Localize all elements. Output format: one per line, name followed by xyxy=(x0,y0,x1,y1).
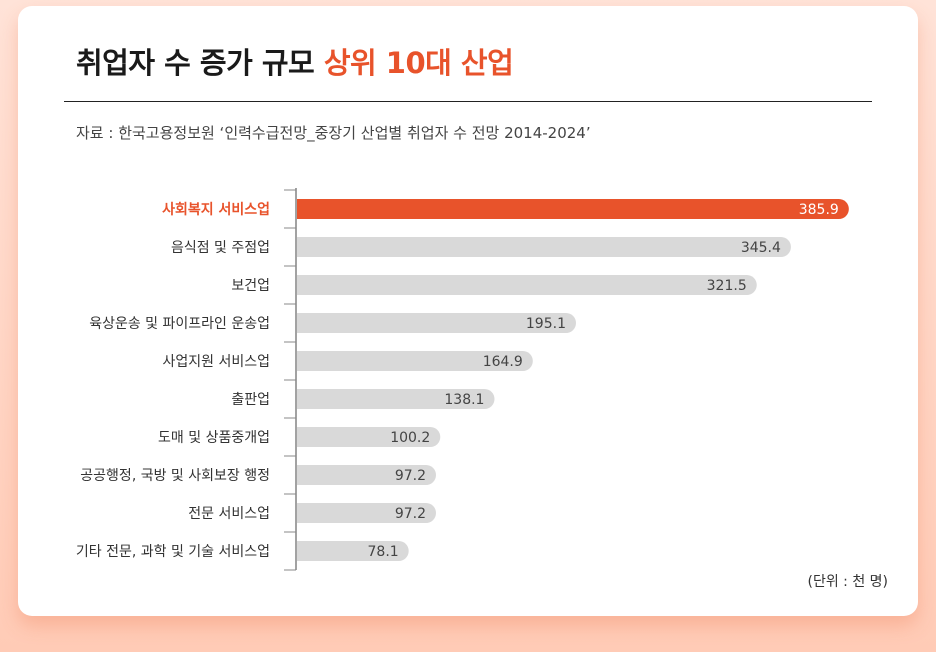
bar xyxy=(297,503,436,523)
category-label: 공공행정, 국방 및 사회보장 행정 xyxy=(80,468,270,484)
bar xyxy=(297,389,495,409)
value-label: 100.2 xyxy=(390,430,430,446)
bar-base xyxy=(297,427,309,447)
bar-base xyxy=(297,237,309,257)
source-note: 자료 : 한국고용정보원 ‘인력수급전망_중장기 산업별 취업자 수 전망 20… xyxy=(76,124,591,142)
bar xyxy=(297,541,409,561)
bar-base xyxy=(297,503,309,523)
bar-base xyxy=(297,351,309,371)
category-label: 사업지원 서비스업 xyxy=(163,354,271,370)
unit-label: (단위 : 천 명) xyxy=(807,574,888,590)
category-label: 출판업 xyxy=(231,392,270,408)
value-label: 195.1 xyxy=(526,316,566,332)
bar xyxy=(297,351,533,371)
category-label: 기타 전문, 과학 및 기술 서비스업 xyxy=(76,544,270,560)
title-divider xyxy=(64,101,872,102)
bar-base xyxy=(297,541,309,561)
bar xyxy=(297,275,757,295)
value-label: 385.9 xyxy=(799,202,839,218)
value-label: 97.2 xyxy=(395,506,426,522)
category-label: 음식점 및 주점업 xyxy=(171,240,270,256)
bar-base xyxy=(297,465,309,485)
value-label: 321.5 xyxy=(707,278,747,294)
bar-base xyxy=(297,199,309,219)
value-label: 164.9 xyxy=(483,354,523,370)
value-label: 78.1 xyxy=(368,544,399,560)
bar xyxy=(297,427,441,447)
bar xyxy=(297,465,436,485)
bar-base xyxy=(297,389,309,409)
title-prefix: 취업자 수 증가 규모 xyxy=(76,46,324,80)
value-label: 138.1 xyxy=(444,392,484,408)
bar xyxy=(297,199,849,219)
category-label: 사회복지 서비스업 xyxy=(162,202,270,218)
bar-base xyxy=(297,275,309,295)
bar xyxy=(297,313,576,333)
category-label: 보건업 xyxy=(231,278,270,294)
chart-card xyxy=(18,6,918,616)
page-title: 취업자 수 증가 규모 상위 10대 산업 xyxy=(76,40,514,82)
bar xyxy=(297,237,791,257)
bar-base xyxy=(297,313,309,333)
category-label: 도매 및 상품중개업 xyxy=(158,430,270,446)
value-label: 97.2 xyxy=(395,468,426,484)
category-label: 육상운송 및 파이프라인 운송업 xyxy=(89,316,270,332)
title-highlight: 상위 10대 산업 xyxy=(323,46,514,80)
category-label: 전문 서비스업 xyxy=(188,506,270,522)
value-label: 345.4 xyxy=(741,240,781,256)
